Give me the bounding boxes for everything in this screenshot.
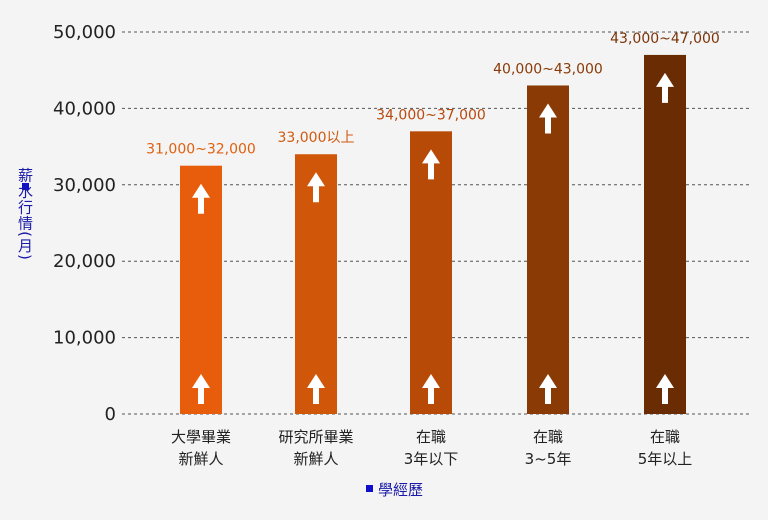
up-arrow-icon (539, 374, 557, 404)
up-arrow-icon (307, 172, 325, 203)
up-arrow-icon (656, 72, 674, 103)
x-category-label: 5年以上 (638, 450, 693, 468)
x-label-marker (366, 485, 373, 492)
x-category-label: 在職 (650, 428, 680, 446)
x-category-label: 新鮮人 (178, 450, 223, 468)
x-category-label: 3年以下 (404, 450, 459, 468)
y-axis-title: 薪水行情(月) (16, 167, 34, 261)
x-category-label: 新鮮人 (293, 450, 338, 468)
bar-value-label: 31,000~32,000 (146, 142, 256, 158)
x-category-label: 3~5年 (525, 450, 572, 468)
bar-value-label: 34,000~37,000 (376, 107, 486, 123)
up-arrow-icon (192, 374, 210, 404)
bars: 31,000~32,000 33,000以上 34,000~37,000 40,000… (146, 31, 720, 415)
y-tick-label: 20,000 (53, 251, 116, 272)
y-label-marker (22, 183, 29, 190)
x-category-label: 研究所畢業 (278, 428, 353, 446)
up-arrow-icon (539, 103, 557, 134)
y-tick-label: 40,000 (53, 98, 116, 119)
x-category-label: 大學畢業 (171, 428, 231, 446)
y-tick-label: 50,000 (53, 22, 116, 43)
bar-value-label: 33,000以上 (278, 130, 355, 146)
bar (644, 54, 686, 415)
bar-value-label: 40,000~43,000 (493, 61, 603, 77)
up-arrow-icon (192, 183, 210, 214)
up-arrow-icon (422, 374, 440, 404)
up-arrow-icon (422, 149, 440, 180)
y-axis-ticks: 0 10,000 20,000 30,000 40,000 50,000 (53, 22, 116, 425)
bar (527, 85, 569, 414)
y-tick-label: 30,000 (53, 175, 116, 196)
y-tick-label: 10,000 (53, 328, 116, 349)
x-axis-title: 學經歷 (378, 481, 423, 499)
up-arrow-icon (656, 374, 674, 404)
y-axis-label: 薪水行情(月) (16, 167, 34, 261)
x-axis-label: 學經歷 (366, 481, 423, 499)
x-category-label: 在職 (533, 428, 563, 446)
y-tick-label: 0 (105, 404, 116, 425)
x-category-label: 在職 (416, 428, 446, 446)
up-arrow-icon (307, 374, 325, 404)
bar-value-label: 43,000~47,000 (610, 31, 720, 47)
